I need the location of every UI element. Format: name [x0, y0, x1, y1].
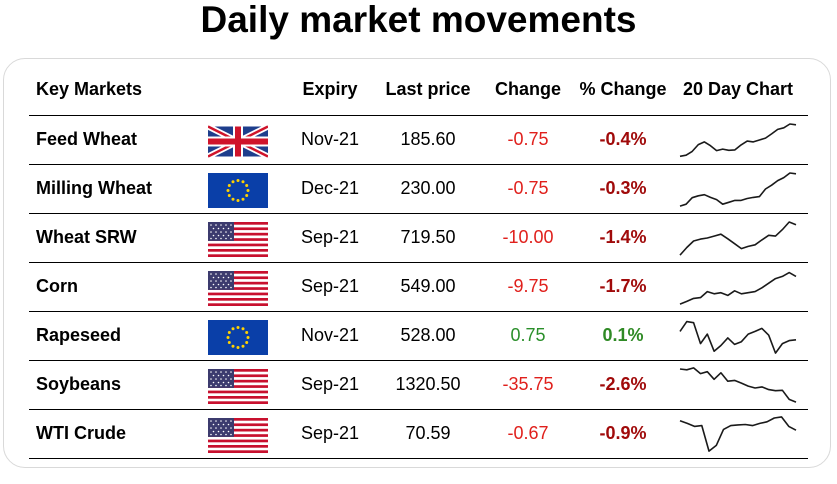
header-change: Change [494, 79, 561, 99]
market-name: Feed Wheat [36, 129, 138, 149]
last-price-value: 719.50 [400, 227, 456, 247]
us-flag-icon [208, 369, 268, 404]
last-price-value: 1320.50 [395, 374, 461, 394]
sparkline-series [679, 367, 797, 403]
change-value: -10.00 [502, 227, 554, 247]
row-divider [29, 360, 808, 361]
expiry-value: Sep-21 [300, 374, 360, 394]
row-divider [29, 115, 808, 116]
change-value: -35.75 [502, 374, 554, 394]
us-flag-icon [208, 222, 268, 257]
last-price-value: 70.59 [405, 423, 451, 443]
market-name: Rapeseed [36, 325, 122, 345]
row-divider [29, 213, 808, 214]
sparkline-20-day-chart [679, 320, 797, 354]
table-row: Feed Wheat Nov-21 185.60 -0.75 -0.4% [0, 115, 837, 164]
table-row: Milling Wheat Dec-21 230.00 -0.75 -0.3% [0, 164, 837, 213]
change-value: -0.75 [507, 178, 549, 198]
expiry-value: Sep-21 [300, 423, 360, 443]
market-name: Soybeans [36, 374, 122, 394]
expiry-value: Nov-21 [300, 129, 360, 149]
pct-change-value: 0.1% [602, 325, 644, 345]
last-price-value: 528.00 [400, 325, 456, 345]
table-row: Soybeans Sep-21 1320.50 -35.75 -2.6% [0, 360, 837, 409]
sparkline-series [679, 271, 797, 305]
table-row: Rapeseed Nov-21 528.00 0.75 0.1% [0, 311, 837, 360]
header-last-price: Last price [385, 79, 471, 99]
market-name: Milling Wheat [36, 178, 152, 198]
sparkline-series [679, 172, 797, 207]
header-pct-change: % Change [579, 79, 667, 99]
us-flag-icon [208, 418, 268, 453]
pct-change-value: -0.4% [599, 129, 647, 149]
page-title: Daily market movements [200, 0, 637, 40]
header-20-day-chart: 20 Day Chart [682, 79, 794, 99]
us-flag-icon [208, 271, 268, 306]
change-value: -0.75 [507, 129, 549, 149]
eu-flag-icon [208, 173, 268, 208]
row-divider [29, 311, 808, 312]
sparkline-20-day-chart [679, 123, 797, 158]
pct-change-value: -2.6% [599, 374, 647, 394]
last-price-value: 230.00 [400, 178, 456, 198]
row-divider [29, 458, 808, 459]
pct-change-value: -1.4% [599, 227, 647, 247]
sparkline-20-day-chart [679, 221, 797, 256]
header-expiry: Expiry [302, 79, 358, 99]
pct-change-value: -0.3% [599, 178, 647, 198]
row-divider [29, 409, 808, 410]
sparkline-20-day-chart [679, 172, 797, 207]
sparkline-series [679, 123, 797, 158]
market-name: Wheat SRW [36, 227, 137, 247]
table-row: WTI Crude Sep-21 70.59 -0.67 -0.9% [0, 409, 837, 458]
last-price-value: 185.60 [400, 129, 456, 149]
change-value: -9.75 [507, 276, 549, 296]
sparkline-20-day-chart [679, 367, 797, 403]
pct-change-value: -0.9% [599, 423, 647, 443]
expiry-value: Sep-21 [300, 227, 360, 247]
table-row: Corn Sep-21 549.00 -9.75 -1.7% [0, 262, 837, 311]
expiry-value: Nov-21 [300, 325, 360, 345]
eu-flag-icon [208, 320, 268, 355]
uk-flag-icon [208, 124, 268, 159]
market-name: Corn [36, 276, 78, 296]
row-divider [29, 164, 808, 165]
expiry-value: Sep-21 [300, 276, 360, 296]
sparkline-series [679, 221, 797, 256]
pct-change-value: -1.7% [599, 276, 647, 296]
expiry-value: Dec-21 [300, 178, 360, 198]
sparkline-series [679, 416, 797, 452]
change-value: -0.67 [507, 423, 549, 443]
change-value: 0.75 [510, 325, 546, 345]
sparkline-20-day-chart [679, 271, 797, 305]
table-row: Wheat SRW Sep-21 719.50 -10.00 -1.4% [0, 213, 837, 262]
sparkline-20-day-chart [679, 416, 797, 452]
row-divider [29, 262, 808, 263]
market-name: WTI Crude [36, 423, 126, 443]
sparkline-series [679, 320, 797, 354]
header-key-markets: Key Markets [36, 79, 143, 99]
market-table-card [3, 58, 831, 468]
last-price-value: 549.00 [400, 276, 456, 296]
